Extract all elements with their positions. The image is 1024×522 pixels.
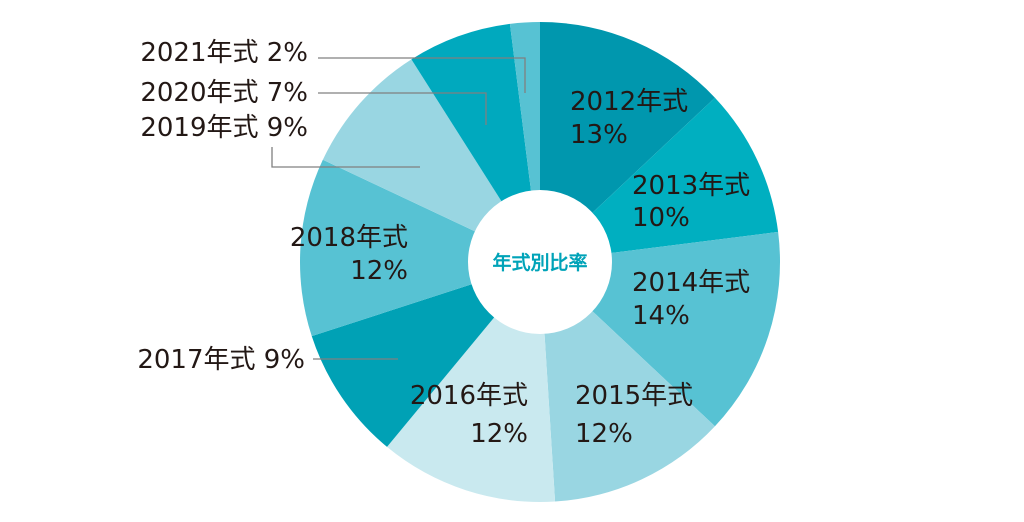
pie-slices xyxy=(300,22,781,503)
slice-label-value: 13% xyxy=(570,120,628,150)
slice-label-category: 2015年式 xyxy=(575,381,693,411)
pie-slice-2018年式 xyxy=(300,159,540,337)
leader-lines xyxy=(271,57,526,360)
slice-label-value: 12% xyxy=(575,419,633,449)
pie-slice-2017年式 xyxy=(311,262,540,447)
leader-line xyxy=(271,147,420,168)
center-hole xyxy=(468,190,612,334)
slice-label: 2020年式 7% xyxy=(140,78,308,108)
pie-slice-2012年式 xyxy=(540,22,715,262)
slice-label-value: 12% xyxy=(470,419,528,449)
slice-label: 2017年式 9% xyxy=(137,345,305,375)
slice-label-category: 2018年式 xyxy=(290,223,408,253)
slice-label-value: 10% xyxy=(632,203,690,233)
pie-slice-2013年式 xyxy=(540,97,779,263)
slice-label-value: 12% xyxy=(350,256,408,286)
slice-label-category: 2016年式 xyxy=(410,381,528,411)
leader-line xyxy=(318,57,526,93)
pie-slice-2015年式 xyxy=(540,262,715,502)
leader-line xyxy=(318,92,487,125)
slice-label-value: 14% xyxy=(632,301,690,331)
slice-label-category: 2013年式 xyxy=(632,171,750,201)
slice-label: 2019年式 9% xyxy=(140,113,308,143)
pie-slice-2019年式 xyxy=(322,59,540,262)
center-title: 年式別比率 xyxy=(492,251,587,274)
slice-label-category: 2012年式 xyxy=(570,87,688,117)
slice-label-category: 2014年式 xyxy=(632,268,750,298)
slice-label: 2021年式 2% xyxy=(140,38,308,68)
